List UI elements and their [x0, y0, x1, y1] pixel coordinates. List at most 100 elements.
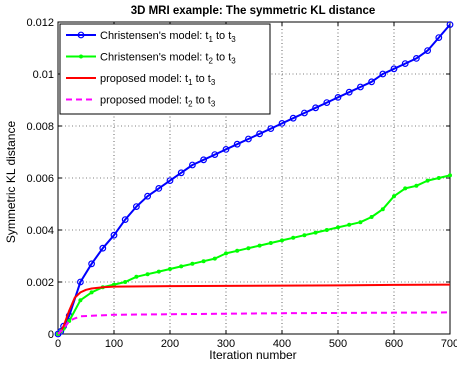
- data-point: [200, 156, 208, 164]
- data-point: [280, 238, 284, 243]
- data-point: [267, 125, 275, 133]
- x-tick-label: 500: [329, 338, 347, 350]
- x-tick-label: 0: [55, 338, 61, 350]
- legend-entry-1: Christensen's model: t1 to t3: [66, 30, 236, 44]
- legend-box: [59, 23, 271, 115]
- x-tick-label: 400: [273, 338, 291, 350]
- legend-label: Christensen's model: t2 to t3: [100, 52, 236, 66]
- data-point: [88, 260, 95, 268]
- data-point: [235, 248, 240, 253]
- data-point: [112, 282, 116, 287]
- data-point: [179, 264, 184, 269]
- data-point: [211, 151, 219, 159]
- series-4: [57, 311, 451, 335]
- data-point: [156, 269, 161, 274]
- data-point: [379, 70, 387, 78]
- data-point: [424, 47, 432, 54]
- data-point: [324, 228, 329, 232]
- series-3: [57, 283, 451, 335]
- data-point: [244, 135, 252, 143]
- data-point: [347, 222, 352, 227]
- data-point: [99, 244, 107, 252]
- data-point: [436, 176, 441, 180]
- data-point: [380, 207, 385, 212]
- series-line: [57, 174, 451, 335]
- data-point: [121, 216, 129, 224]
- data-point: [414, 183, 419, 188]
- data-point: [413, 55, 420, 62]
- data-point: [312, 104, 320, 112]
- legend-entry-4: proposed model: t2 to t3: [66, 95, 216, 109]
- y-tick-label: 0.012: [26, 17, 54, 29]
- data-point: [446, 21, 454, 29]
- y-tick-label: 0.002: [26, 277, 54, 289]
- data-point: [369, 215, 374, 219]
- data-point: [357, 83, 364, 91]
- series-line: [57, 311, 451, 335]
- x-tick-label: 200: [161, 338, 179, 350]
- data-point: [201, 259, 206, 264]
- y-tick-label: 0.004: [26, 225, 54, 237]
- legend-entry-2: Christensen's model: t2 to t3: [66, 52, 236, 66]
- x-tick-label: 300: [217, 338, 235, 350]
- x-tick-label: 600: [385, 338, 403, 350]
- x-axis-label: Iteration number: [209, 348, 296, 362]
- data-point: [212, 256, 217, 261]
- legend-label: Christensen's model: t1 to t3: [100, 30, 236, 44]
- data-point: [256, 130, 264, 138]
- data-point: [358, 220, 363, 225]
- data-point: [144, 192, 152, 200]
- data-point: [336, 225, 340, 230]
- data-point: [188, 161, 196, 169]
- data-point: [291, 235, 296, 240]
- series-line: [57, 283, 451, 335]
- data-point: [278, 119, 286, 127]
- y-tick-label: 0.008: [26, 121, 54, 133]
- data-point: [435, 34, 443, 41]
- data-point: [155, 184, 163, 192]
- data-point: [224, 251, 228, 256]
- data-point: [222, 145, 230, 153]
- data-point: [302, 233, 307, 238]
- data-point: [123, 280, 128, 284]
- data-point: [301, 109, 308, 117]
- data-point: [76, 278, 84, 286]
- data-point: [134, 274, 139, 279]
- tick-labels: 0 100 200 300 400 500 600 700 0 0.002 0.004 0.006 0.…: [26, 17, 457, 350]
- data-point: [166, 177, 174, 185]
- data-point: [132, 203, 140, 211]
- data-point: [145, 272, 150, 277]
- data-point: [233, 140, 241, 148]
- data-point: [323, 99, 331, 106]
- data-point: [289, 114, 297, 122]
- y-axis-label: Symmetric KL distance: [4, 121, 18, 244]
- data-point: [392, 194, 396, 199]
- data-point: [345, 88, 353, 96]
- legend-entry-3: proposed model: t1 to t3: [66, 73, 216, 87]
- y-tick-label: 0: [48, 329, 54, 341]
- data-point: [313, 230, 318, 235]
- data-point: [89, 290, 94, 295]
- data-point: [390, 65, 398, 73]
- x-tick-label: 700: [441, 338, 457, 350]
- legend: Christensen's model: t1 to t3 Christensen…: [59, 23, 271, 115]
- data-point: [246, 246, 251, 251]
- data-point: [368, 78, 376, 86]
- series-2: [56, 173, 452, 336]
- legend-marker: [79, 54, 83, 59]
- x-tick-label: 100: [105, 338, 123, 350]
- legend-marker: [77, 31, 85, 39]
- data-point: [257, 243, 262, 248]
- data-point: [78, 298, 83, 303]
- y-tick-label: 0.01: [33, 69, 54, 81]
- chart-title: 3D MRI example: The symmetric KL distanc…: [131, 5, 376, 17]
- series-layer: [54, 21, 454, 338]
- data-point: [168, 267, 172, 271]
- data-point: [334, 93, 342, 101]
- data-point: [403, 186, 408, 191]
- data-point: [401, 60, 409, 67]
- data-point: [110, 231, 118, 239]
- legend-label: proposed model: t1 to t3: [100, 73, 216, 87]
- data-point: [448, 173, 452, 178]
